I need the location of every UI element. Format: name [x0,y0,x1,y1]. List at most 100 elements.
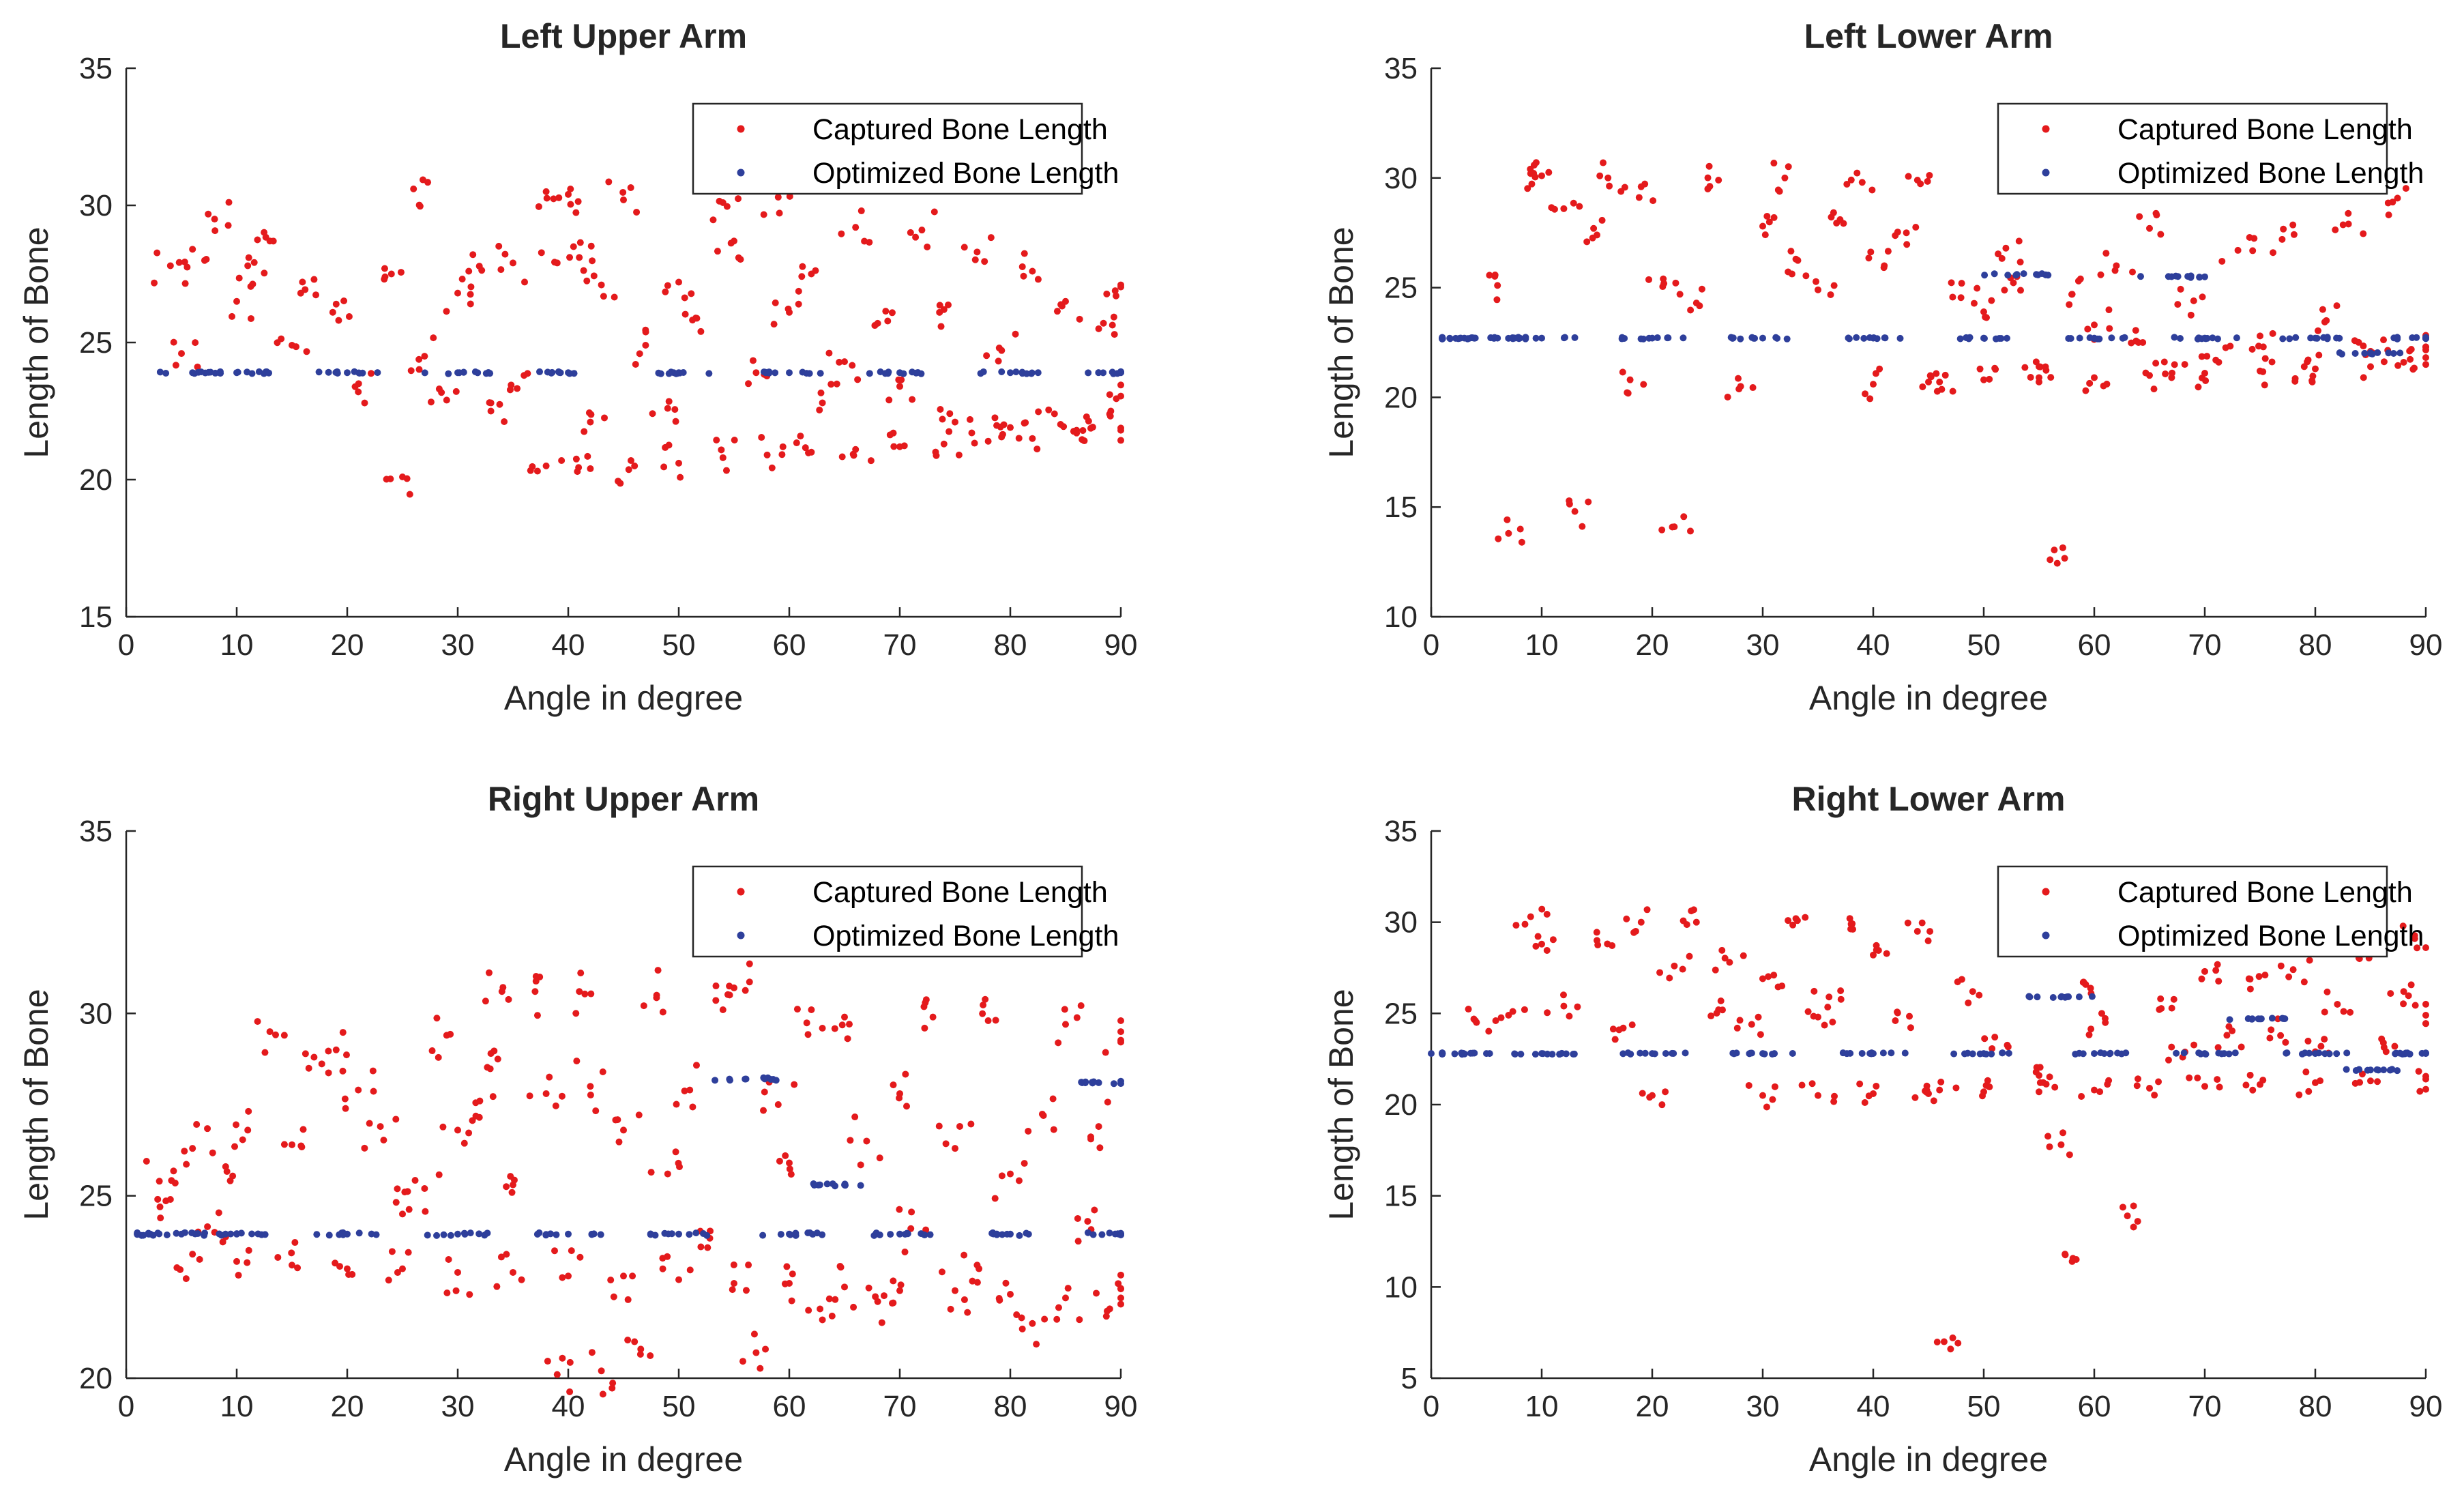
captured-point [2046,1143,2053,1150]
captured-point [786,1165,793,1173]
optimized-point [2390,334,2398,342]
captured-point [742,1287,750,1294]
optimized-point [2375,1066,2382,1074]
optimized-point [1106,1229,1113,1237]
captured-point [817,389,825,396]
captured-point [587,411,595,418]
optimized-point [2255,1015,2262,1023]
captured-point [998,347,1006,354]
optimized-point [804,1229,812,1237]
captured-point [2422,354,2429,362]
captured-point [718,446,725,454]
optimized-point [2197,1050,2205,1058]
chart-0: Left Upper Arm 0 10 20 30 40 50 60 70 80 90 15 20 25 3… [17,17,1137,717]
captured-point [897,1281,905,1289]
captured-point [381,276,388,283]
captured-point [1713,1010,1720,1017]
captured-point [1846,915,1853,922]
captured-point [772,299,779,306]
captured-point [936,302,943,309]
captured-point [984,1017,992,1025]
captured-point [1061,1006,1068,1013]
captured-point [774,1101,782,1108]
captured-point [2351,1079,2359,1087]
captured-point [1936,378,1944,385]
captured-point [570,243,577,250]
captured-point [205,210,212,218]
captured-point [2345,209,2352,217]
captured-point [551,259,558,266]
captured-point [2218,257,2226,265]
optimized-point [1514,334,1522,341]
captured-point [403,475,411,482]
optimized-point [2214,335,2221,343]
captured-point [1102,1313,1110,1320]
captured-point [609,1380,617,1387]
captured-point [2223,1032,2231,1039]
captured-point [1083,413,1090,420]
captured-point [1551,205,1558,213]
captured-point [2238,1043,2245,1051]
captured-point [2051,1083,2059,1091]
legend: Captured Bone Length Optimized Bone Lengt… [1997,102,2424,195]
captured-point [817,1305,824,1313]
optimized-point [887,1231,894,1238]
optimized-point [1988,1050,1995,1058]
optimized-point [1853,334,1860,341]
captured-point [1117,1271,1124,1279]
optimized-point [816,1181,823,1189]
captured-point [1491,273,1499,280]
captured-point [458,276,466,283]
optimized-point [163,1232,171,1239]
captured-point [289,1262,295,1269]
captured-point [1892,232,1899,239]
optimized-point [566,370,573,377]
captured-point [1062,1021,1069,1028]
captured-point [533,467,541,475]
optimized-point [173,1229,180,1237]
captured-point [1470,1015,1478,1023]
optimized-point [248,370,256,377]
captured-point [310,1053,318,1061]
captured-point [544,1358,551,1365]
captured-point [890,1081,897,1089]
captured-point [2319,306,2326,313]
captured-point [2155,1078,2162,1085]
captured-point [681,1087,688,1094]
captured-point [584,452,591,460]
optimized-point [1439,335,1446,343]
optimized-point [2292,334,2300,341]
optimized-point [2044,272,2052,279]
captured-point [966,416,973,423]
captured-point [642,342,649,349]
captured-point [2097,271,2104,278]
captured-point [898,376,905,383]
optimized-point [1769,1050,1776,1058]
captured-point [170,338,177,346]
captured-point [688,290,695,297]
captured-point [782,1152,789,1159]
captured-point [254,1018,261,1025]
captured-point [1538,905,1546,913]
captured-point [587,242,595,250]
captured-point [2407,355,2414,363]
captured-point [1021,420,1028,427]
captured-point [1609,1025,1617,1033]
y-tick-label: 35 [1384,52,1418,85]
captured-point [2332,226,2339,233]
captured-point [1051,410,1058,418]
captured-point [2304,358,2311,366]
optimized-point [762,369,769,377]
captured-point [1492,1017,1499,1025]
captured-point [735,195,742,203]
optimized-point [1637,335,1645,343]
captured-point [1585,498,1592,506]
captured-point [2409,366,2417,373]
captured-point [568,1247,575,1255]
captured-point [1870,381,1877,388]
optimized-point [817,370,824,377]
captured-point [355,1086,362,1094]
captured-point [1788,270,1795,278]
optimized-point [2326,1050,2333,1058]
captured-point [2300,978,2308,986]
